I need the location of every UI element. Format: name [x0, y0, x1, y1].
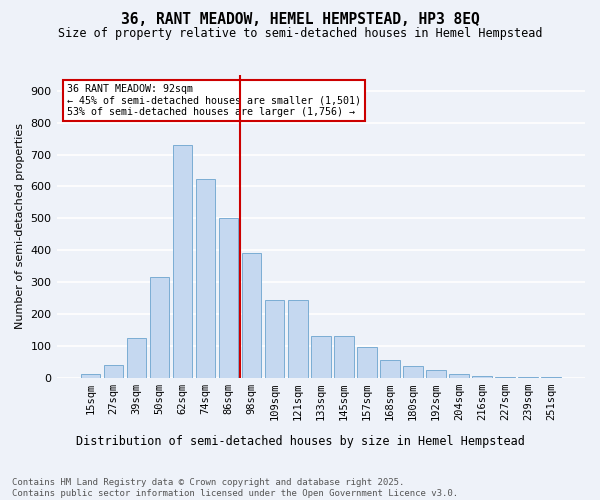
Bar — [173, 145, 193, 378]
Bar — [380, 360, 400, 378]
Y-axis label: Number of semi-detached properties: Number of semi-detached properties — [15, 124, 25, 330]
Text: 36 RANT MEADOW: 92sqm
← 45% of semi-detached houses are smaller (1,501)
53% of s: 36 RANT MEADOW: 92sqm ← 45% of semi-deta… — [67, 84, 361, 117]
Bar — [449, 374, 469, 378]
Bar — [242, 254, 262, 378]
Text: Distribution of semi-detached houses by size in Hemel Hempstead: Distribution of semi-detached houses by … — [76, 435, 524, 448]
Bar — [403, 366, 423, 378]
Bar — [196, 178, 215, 378]
Bar — [80, 374, 100, 378]
Bar — [357, 348, 377, 378]
Bar — [311, 336, 331, 378]
Bar — [265, 300, 284, 378]
Bar — [149, 278, 169, 378]
Bar — [219, 218, 238, 378]
Bar — [541, 377, 561, 378]
Bar — [127, 338, 146, 378]
Text: Size of property relative to semi-detached houses in Hemel Hempstead: Size of property relative to semi-detach… — [58, 28, 542, 40]
Bar — [472, 376, 492, 378]
Bar — [288, 300, 308, 378]
Bar — [496, 376, 515, 378]
Bar — [104, 365, 123, 378]
Text: Contains HM Land Registry data © Crown copyright and database right 2025.
Contai: Contains HM Land Registry data © Crown c… — [12, 478, 458, 498]
Bar — [334, 336, 353, 378]
Bar — [426, 370, 446, 378]
Text: 36, RANT MEADOW, HEMEL HEMPSTEAD, HP3 8EQ: 36, RANT MEADOW, HEMEL HEMPSTEAD, HP3 8E… — [121, 12, 479, 28]
